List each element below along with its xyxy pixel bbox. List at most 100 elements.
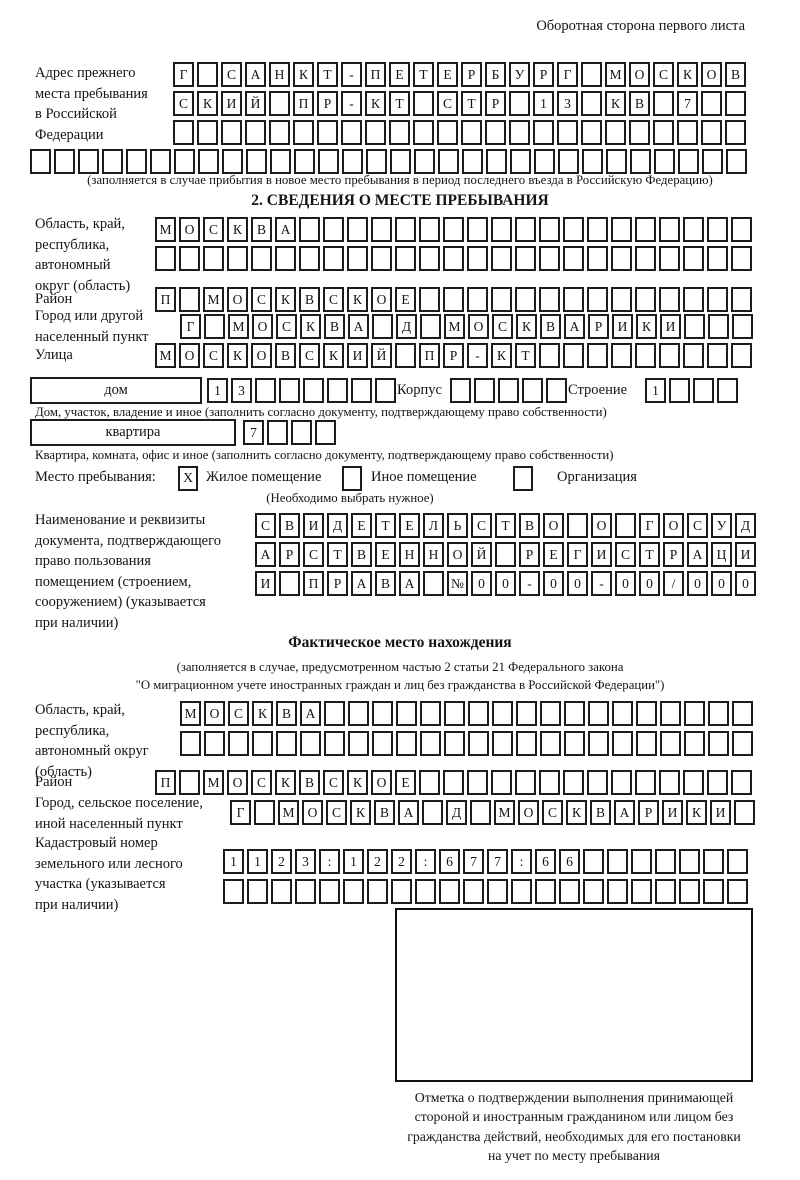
char-cell[interactable]: М (494, 800, 515, 825)
char-cell[interactable]: 6 (439, 849, 460, 874)
char-cell[interactable]: П (293, 91, 314, 116)
char-cell[interactable] (540, 701, 561, 726)
char-cell[interactable]: Н (269, 62, 290, 87)
char-cell[interactable]: Н (399, 542, 420, 567)
char-cell[interactable]: П (419, 343, 440, 368)
char-cell[interactable] (438, 149, 459, 174)
checkbox-organization[interactable] (513, 466, 533, 491)
char-cell[interactable] (567, 513, 588, 538)
char-cell[interactable]: О (252, 314, 273, 339)
char-cell[interactable] (319, 879, 340, 904)
char-cell[interactable]: 2 (367, 849, 388, 874)
char-cell[interactable]: С (323, 770, 344, 795)
char-cell[interactable] (660, 731, 681, 756)
char-cell[interactable] (731, 217, 752, 242)
char-cell[interactable] (581, 62, 602, 87)
char-cell[interactable] (467, 770, 488, 795)
char-cell[interactable]: Б (485, 62, 506, 87)
char-cell[interactable] (443, 287, 464, 312)
char-cell[interactable] (588, 731, 609, 756)
char-cell[interactable] (342, 149, 363, 174)
char-cell[interactable] (246, 149, 267, 174)
char-cell[interactable] (515, 770, 536, 795)
char-cell[interactable] (395, 343, 416, 368)
char-cell[interactable]: 1 (533, 91, 554, 116)
char-cell[interactable] (221, 120, 242, 145)
char-cell[interactable] (54, 149, 75, 174)
char-cell[interactable]: 1 (645, 378, 666, 403)
char-cell[interactable]: С (615, 542, 636, 567)
char-cell[interactable]: К (347, 287, 368, 312)
char-cell[interactable]: 2 (391, 849, 412, 874)
char-cell[interactable] (707, 217, 728, 242)
char-cell[interactable] (395, 217, 416, 242)
char-cell[interactable]: Р (317, 91, 338, 116)
char-cell[interactable]: С (203, 217, 224, 242)
char-cell[interactable]: П (155, 287, 176, 312)
char-cell[interactable]: С (255, 513, 276, 538)
char-cell[interactable]: Ц (711, 542, 732, 567)
char-cell[interactable]: В (275, 343, 296, 368)
char-cell[interactable] (491, 287, 512, 312)
char-cell[interactable]: Д (327, 513, 348, 538)
char-cell[interactable] (223, 879, 244, 904)
char-cell[interactable] (420, 701, 441, 726)
char-cell[interactable]: Й (471, 542, 492, 567)
char-cell[interactable] (635, 343, 656, 368)
char-cell[interactable] (437, 120, 458, 145)
char-cell[interactable] (587, 343, 608, 368)
char-cell[interactable] (299, 217, 320, 242)
char-cell[interactable] (269, 120, 290, 145)
char-cell[interactable] (444, 701, 465, 726)
char-cell[interactable]: Е (375, 542, 396, 567)
char-cell[interactable] (197, 120, 218, 145)
ownership-doc-row-3[interactable]: И П Р А В А № 0 0-0 0-0 0/0 0 0 (255, 571, 756, 596)
char-cell[interactable] (348, 731, 369, 756)
char-cell[interactable]: М (203, 287, 224, 312)
char-cell[interactable] (102, 149, 123, 174)
char-cell[interactable] (461, 120, 482, 145)
char-cell[interactable] (587, 217, 608, 242)
char-cell[interactable]: К (636, 314, 657, 339)
char-cell[interactable] (419, 246, 440, 271)
char-cell[interactable] (491, 217, 512, 242)
char-cell[interactable] (564, 701, 585, 726)
char-cell[interactable] (375, 378, 396, 403)
char-cell[interactable] (318, 149, 339, 174)
char-cell[interactable] (486, 149, 507, 174)
char-cell[interactable] (498, 378, 519, 403)
char-cell[interactable] (227, 246, 248, 271)
char-cell[interactable] (204, 314, 225, 339)
char-cell[interactable] (611, 770, 632, 795)
char-cell[interactable]: 1 (207, 378, 228, 403)
char-cell[interactable]: М (180, 701, 201, 726)
char-cell[interactable]: О (179, 343, 200, 368)
char-cell[interactable] (391, 879, 412, 904)
char-cell[interactable]: Р (327, 571, 348, 596)
char-cell[interactable] (612, 731, 633, 756)
char-cell[interactable]: 0 (615, 571, 636, 596)
char-cell[interactable]: К (275, 770, 296, 795)
char-cell[interactable]: К (227, 217, 248, 242)
char-cell[interactable]: 2 (271, 849, 292, 874)
char-cell[interactable] (203, 246, 224, 271)
char-cell[interactable] (587, 770, 608, 795)
char-cell[interactable]: М (228, 314, 249, 339)
char-cell[interactable] (630, 149, 651, 174)
char-cell[interactable] (204, 731, 225, 756)
char-cell[interactable]: Н (423, 542, 444, 567)
char-cell[interactable] (324, 701, 345, 726)
char-cell[interactable]: О (204, 701, 225, 726)
char-cell[interactable]: Т (375, 513, 396, 538)
char-cell[interactable] (295, 879, 316, 904)
char-cell[interactable]: Е (399, 513, 420, 538)
char-cell[interactable] (611, 287, 632, 312)
char-cell[interactable] (423, 571, 444, 596)
char-cell[interactable]: Г (230, 800, 251, 825)
char-cell[interactable] (629, 120, 650, 145)
char-cell[interactable] (467, 287, 488, 312)
char-cell[interactable] (323, 246, 344, 271)
char-cell[interactable] (587, 246, 608, 271)
apartment-cells[interactable]: 7 (243, 420, 336, 445)
